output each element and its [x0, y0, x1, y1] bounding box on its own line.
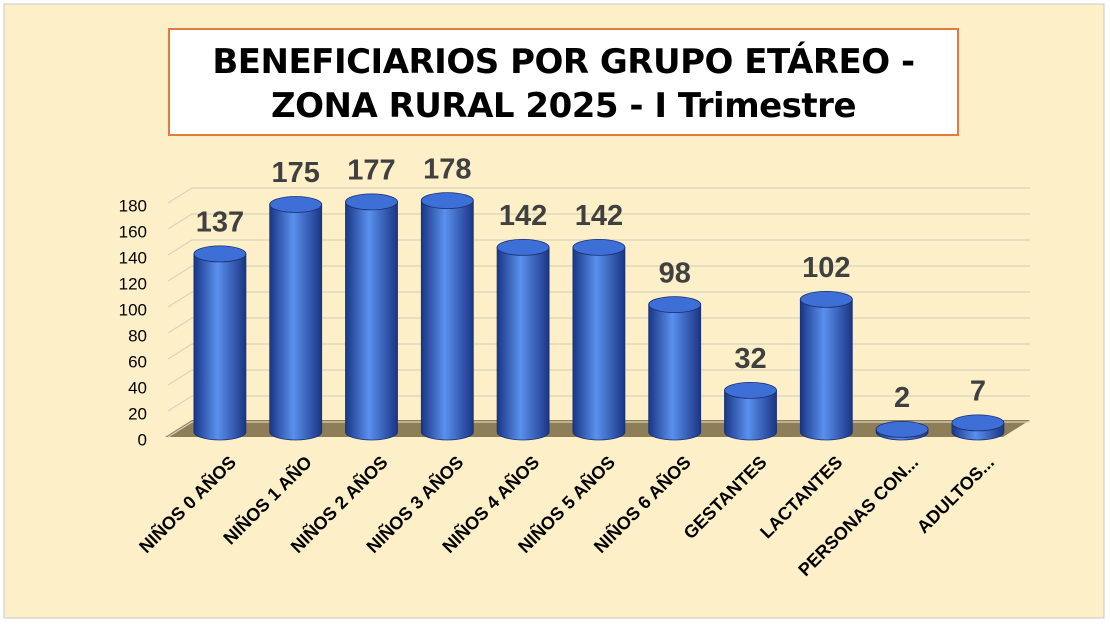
bar	[269, 196, 323, 441]
bar	[799, 290, 853, 441]
data-label: 177	[347, 155, 395, 187]
y-tick-label: 100	[119, 300, 147, 319]
bar	[724, 381, 777, 441]
y-tick-label: 20	[128, 404, 147, 423]
chart-title: BENEFICIARIOS POR GRUPO ETÁREO - ZONA RU…	[168, 28, 959, 136]
bar	[193, 245, 247, 441]
grid-line	[167, 291, 1030, 308]
bar-body	[420, 200, 474, 441]
bar-body	[572, 247, 626, 441]
data-label: 102	[802, 252, 850, 284]
bar-top	[648, 296, 702, 314]
bar	[420, 192, 474, 441]
bar	[875, 420, 929, 441]
bar-top	[724, 381, 777, 399]
bar-top	[799, 290, 853, 308]
grid-line	[167, 213, 1030, 230]
y-tick-label: 40	[128, 378, 147, 397]
y-tick-label: 60	[128, 352, 147, 371]
bar-body	[724, 390, 777, 441]
bar	[496, 238, 550, 441]
grid-line	[167, 265, 1030, 282]
bar-body	[193, 253, 247, 441]
data-label: 98	[659, 257, 691, 289]
bar	[572, 238, 626, 441]
y-tick-label: 120	[119, 274, 147, 293]
data-label: 175	[272, 157, 320, 189]
bar-body	[345, 201, 398, 441]
bar-top	[345, 193, 398, 211]
data-label: 142	[499, 200, 547, 232]
bar	[648, 296, 702, 441]
bar-top	[420, 192, 474, 210]
y-tick-label: 180	[119, 196, 147, 215]
y-tick-label: 160	[119, 222, 147, 241]
data-label: 178	[423, 153, 471, 185]
bar-top	[875, 420, 929, 438]
bar-top	[269, 196, 323, 213]
data-label: 142	[575, 200, 623, 232]
bar-top	[496, 238, 550, 256]
bar-top	[951, 414, 1005, 432]
data-label: 7	[970, 376, 986, 408]
grid-line	[167, 239, 1030, 256]
y-tick-label: 80	[128, 326, 147, 345]
grid-line	[167, 317, 1030, 334]
grid-line	[167, 369, 1030, 386]
bar	[345, 193, 398, 441]
bar-top	[572, 238, 626, 256]
y-tick-label: 0	[138, 430, 147, 449]
data-label: 32	[734, 343, 766, 375]
data-label: 2	[894, 382, 910, 414]
grid-line	[167, 187, 1030, 204]
bar-body	[496, 247, 550, 441]
bar-top	[193, 245, 247, 263]
bar-body	[799, 299, 853, 441]
grid-line	[167, 343, 1030, 360]
y-tick-label: 140	[119, 248, 147, 267]
bar-body	[269, 204, 323, 441]
bar-body	[648, 304, 702, 441]
data-label: 137	[196, 207, 244, 239]
bar	[951, 414, 1005, 441]
